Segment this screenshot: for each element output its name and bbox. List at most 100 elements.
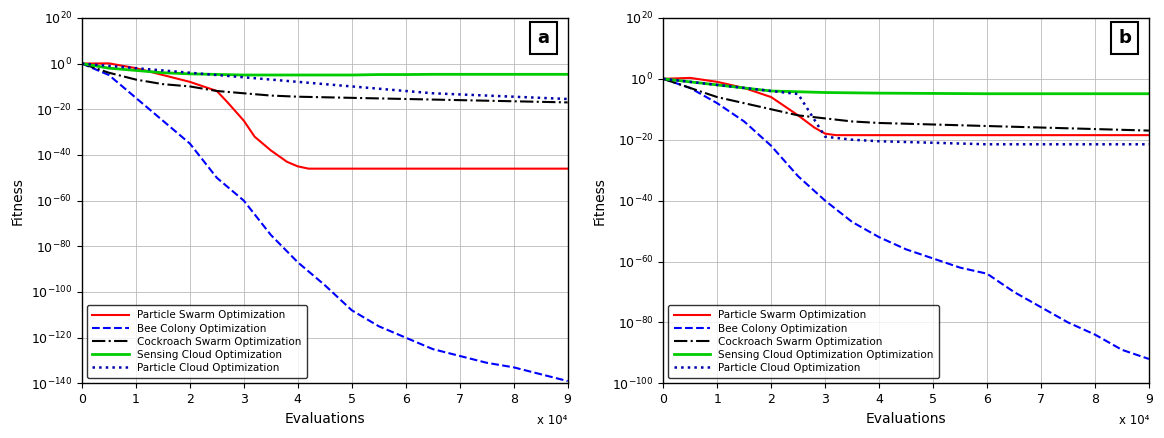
Particle Cloud Optimization xyxy=(1088,141,1102,147)
Cockroach Swarm Optimization xyxy=(845,119,859,124)
Sensing Cloud Optimization xyxy=(102,66,116,71)
Particle Swarm Optimization xyxy=(710,79,724,85)
Y-axis label: Fitness: Fitness xyxy=(12,177,26,225)
Sensing Cloud Optimization xyxy=(399,72,413,77)
Bee Colony Optimization xyxy=(792,173,805,179)
Sensing Cloud Optimization Optimization xyxy=(1034,91,1048,96)
Particle Cloud Optimization xyxy=(656,76,670,81)
Line: Bee Colony Optimization: Bee Colony Optimization xyxy=(81,64,568,381)
Bee Colony Optimization xyxy=(980,271,994,276)
Particle Cloud Optimization xyxy=(683,79,697,85)
Cockroach Swarm Optimization xyxy=(74,61,88,66)
Line: Cockroach Swarm Optimization: Cockroach Swarm Optimization xyxy=(81,64,568,102)
Sensing Cloud Optimization Optimization xyxy=(927,91,941,96)
Particle Cloud Optimization xyxy=(506,94,520,99)
Bee Colony Optimization xyxy=(845,219,859,225)
Cockroach Swarm Optimization xyxy=(818,116,832,121)
Particle Swarm Optimization xyxy=(872,133,886,138)
Cockroach Swarm Optimization xyxy=(210,88,223,94)
Sensing Cloud Optimization Optimization xyxy=(818,90,832,95)
Bee Colony Optimization xyxy=(683,85,697,91)
Cockroach Swarm Optimization xyxy=(1142,128,1156,133)
Particle Cloud Optimization xyxy=(710,82,724,88)
Particle Swarm Optimization xyxy=(156,72,170,78)
Sensing Cloud Optimization xyxy=(74,61,88,66)
Sensing Cloud Optimization xyxy=(183,71,197,77)
Particle Cloud Optimization xyxy=(845,137,859,142)
Particle Cloud Optimization xyxy=(980,141,994,147)
Bee Colony Optimization xyxy=(371,324,385,329)
Bee Colony Optimization xyxy=(156,118,170,124)
Particle Swarm Optimization xyxy=(561,166,575,171)
Sensing Cloud Optimization Optimization xyxy=(1142,91,1156,96)
Line: Bee Colony Optimization: Bee Colony Optimization xyxy=(663,79,1149,359)
Cockroach Swarm Optimization xyxy=(399,96,413,102)
Sensing Cloud Optimization xyxy=(291,72,305,78)
Legend: Particle Swarm Optimization, Bee Colony Optimization, Cockroach Swarm Optimizati: Particle Swarm Optimization, Bee Colony … xyxy=(87,305,306,378)
Bee Colony Optimization xyxy=(399,335,413,340)
Sensing Cloud Optimization Optimization xyxy=(737,85,751,91)
Bee Colony Optimization xyxy=(480,360,494,365)
Particle Cloud Optimization xyxy=(426,91,440,96)
Particle Swarm Optimization xyxy=(129,66,143,71)
Particle Cloud Optimization xyxy=(533,95,547,100)
Particle Cloud Optimization xyxy=(1142,141,1156,147)
Particle Cloud Optimization xyxy=(74,61,88,66)
Bee Colony Optimization xyxy=(764,143,778,148)
Particle Cloud Optimization xyxy=(371,86,385,92)
Particle Swarm Optimization xyxy=(102,61,116,66)
Sensing Cloud Optimization xyxy=(236,72,250,78)
Sensing Cloud Optimization Optimization xyxy=(683,79,697,85)
Particle Swarm Optimization xyxy=(74,61,88,66)
Sensing Cloud Optimization Optimization xyxy=(980,91,994,96)
Text: x 10⁴: x 10⁴ xyxy=(538,414,568,427)
Particle Swarm Optimization xyxy=(792,113,805,118)
Sensing Cloud Optimization xyxy=(156,70,170,75)
Bee Colony Optimization xyxy=(345,307,359,313)
Cockroach Swarm Optimization xyxy=(453,98,467,103)
Particle Cloud Optimization xyxy=(764,88,778,94)
Particle Swarm Optimization xyxy=(818,131,832,136)
Particle Swarm Optimization xyxy=(210,88,223,94)
Particle Cloud Optimization xyxy=(399,88,413,94)
Particle Swarm Optimization xyxy=(291,164,305,169)
Particle Swarm Optimization xyxy=(236,118,250,124)
Bee Colony Optimization xyxy=(710,101,724,106)
Particle Swarm Optimization xyxy=(808,125,822,130)
Particle Swarm Optimization xyxy=(221,100,235,105)
Bee Colony Optimization xyxy=(927,256,941,261)
Particle Swarm Optimization xyxy=(183,79,197,85)
Bee Colony Optimization xyxy=(737,119,751,124)
Bee Colony Optimization xyxy=(818,198,832,203)
Particle Cloud Optimization xyxy=(102,63,116,68)
Cockroach Swarm Optimization xyxy=(764,106,778,112)
Bee Colony Optimization xyxy=(74,61,88,66)
Bee Colony Optimization xyxy=(183,141,197,146)
Particle Swarm Optimization xyxy=(845,133,859,138)
Particle Swarm Optimization xyxy=(301,166,315,171)
Bee Colony Optimization xyxy=(953,265,967,270)
Cockroach Swarm Optimization xyxy=(506,99,520,104)
Particle Swarm Optimization xyxy=(764,95,778,100)
Particle Cloud Optimization xyxy=(561,96,575,102)
Bee Colony Optimization xyxy=(129,95,143,100)
Particle Swarm Optimization xyxy=(264,148,278,153)
X-axis label: Evaluations: Evaluations xyxy=(866,412,946,426)
Particle Cloud Optimization xyxy=(927,140,941,145)
Bee Colony Optimization xyxy=(656,76,670,81)
Cockroach Swarm Optimization xyxy=(236,91,250,96)
Bee Colony Optimization xyxy=(264,232,278,237)
Particle Cloud Optimization xyxy=(453,92,467,97)
Sensing Cloud Optimization xyxy=(561,72,575,77)
Line: Particle Cloud Optimization: Particle Cloud Optimization xyxy=(663,79,1149,144)
Particle Swarm Optimization xyxy=(281,159,294,164)
Cockroach Swarm Optimization xyxy=(1088,127,1102,132)
Cockroach Swarm Optimization xyxy=(737,101,751,106)
Bee Colony Optimization xyxy=(1115,347,1129,353)
Bee Colony Optimization xyxy=(210,175,223,180)
Cockroach Swarm Optimization xyxy=(291,94,305,99)
Cockroach Swarm Optimization xyxy=(345,95,359,100)
Cockroach Swarm Optimization xyxy=(683,85,697,91)
Line: Sensing Cloud Optimization: Sensing Cloud Optimization xyxy=(81,64,568,75)
Cockroach Swarm Optimization xyxy=(656,76,670,81)
